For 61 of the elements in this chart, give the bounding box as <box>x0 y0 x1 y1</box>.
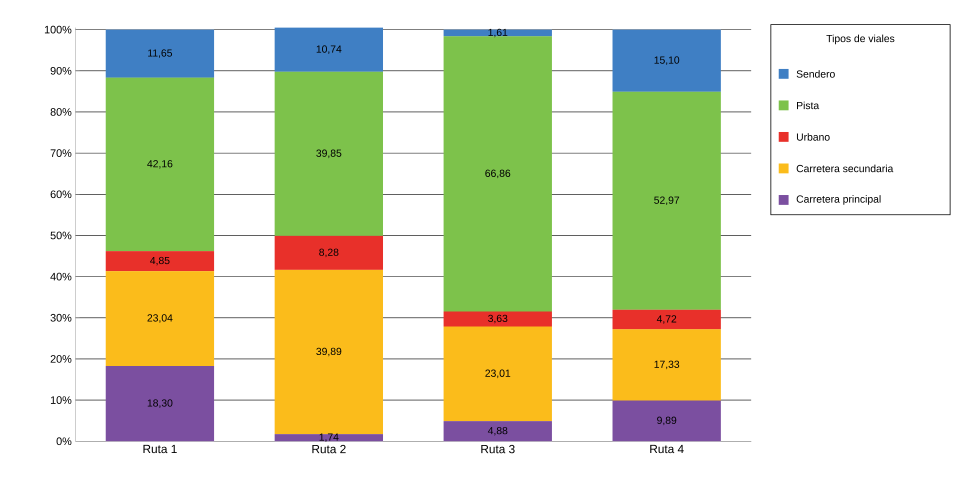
data-label: 23,01 <box>485 370 510 378</box>
bar <box>444 312 552 327</box>
data-label: 3,63 <box>488 314 508 324</box>
bar <box>274 236 384 270</box>
legend-label: Sendero <box>796 70 835 78</box>
bar <box>612 310 721 330</box>
legend-title: Tipos de viales <box>826 34 894 44</box>
data-label: 1,61 <box>488 28 508 38</box>
legend-label: Pista <box>797 102 820 110</box>
data-label: 4,72 <box>656 315 676 324</box>
data-label: 15,10 <box>654 56 680 66</box>
bar <box>612 92 721 310</box>
bar <box>444 326 552 422</box>
legend-label: Urbano <box>796 133 830 141</box>
data-label: 52,97 <box>654 196 680 206</box>
bar <box>444 421 552 442</box>
bar <box>274 270 384 434</box>
data-label: 18,30 <box>148 400 172 408</box>
data-label: 11,65 <box>148 50 172 58</box>
legend-label: Carretera secundaria <box>796 164 894 172</box>
data-label: 66,86 <box>485 170 510 178</box>
data-label: 4,85 <box>150 257 170 266</box>
data-label: 17,33 <box>654 360 680 370</box>
data-label: 10,74 <box>316 46 342 54</box>
bar <box>106 78 214 252</box>
y-tick-label: 10% <box>50 396 72 404</box>
y-tick-label: 20% <box>50 355 72 363</box>
data-label: 4,88 <box>488 427 508 436</box>
legend-label: Carretera principal <box>796 195 881 205</box>
y-tick-label: 40% <box>50 272 72 281</box>
bar <box>444 36 552 312</box>
bar <box>612 30 721 92</box>
y-tick-label: 80% <box>50 108 72 116</box>
data-label: 39,89 <box>316 348 342 356</box>
data-label: 8,28 <box>319 248 338 258</box>
bar <box>106 366 214 442</box>
data-label: 9,89 <box>657 416 676 426</box>
bar <box>274 72 384 236</box>
y-tick-label: 30% <box>50 314 72 322</box>
bar <box>274 28 384 72</box>
data-label: 23,04 <box>147 314 173 323</box>
data-label: 39,85 <box>316 150 342 158</box>
bar <box>106 251 214 272</box>
y-tick-label: 70% <box>50 149 72 158</box>
data-label: 42,16 <box>147 160 172 169</box>
y-tick-label: 100% <box>44 26 72 34</box>
bar <box>612 329 721 401</box>
y-tick-label: 0% <box>56 438 72 446</box>
bar <box>274 434 384 442</box>
bar <box>612 400 721 442</box>
bar <box>444 30 552 36</box>
x-tick-label: Ruta 1 <box>143 445 177 454</box>
x-tick-label: Ruta 4 <box>650 445 684 454</box>
x-tick-label: Ruta 3 <box>481 445 515 454</box>
data-label: 1,74 <box>320 434 339 442</box>
y-tick-label: 50% <box>50 232 72 240</box>
bar <box>106 271 214 366</box>
y-tick-label: 90% <box>50 67 72 75</box>
bar <box>106 30 214 78</box>
x-tick-label: Ruta 2 <box>312 445 346 454</box>
y-tick-label: 60% <box>50 190 72 198</box>
